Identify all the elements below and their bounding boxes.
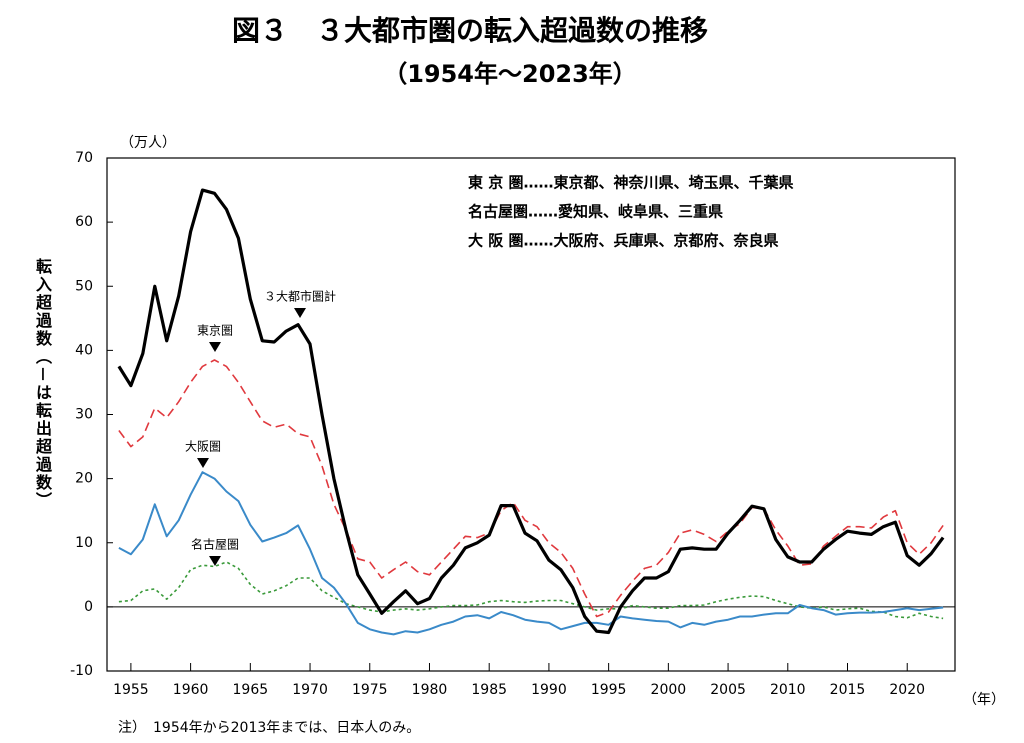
annotation-arrow — [209, 556, 221, 566]
series-line — [118, 471, 944, 636]
definition: 大 阪 圏……大阪府、兵庫県、京都府、奈良県 — [468, 232, 778, 250]
annotation-arrow — [294, 308, 306, 318]
y-tick-label: 50 — [75, 278, 93, 294]
y-tick-label: 10 — [75, 535, 93, 551]
series-annotation: 東京圏 — [197, 324, 233, 338]
x-tick-label: 1970 — [292, 682, 328, 698]
x-tick-label: 2020 — [889, 682, 925, 698]
annotation-arrow — [197, 458, 209, 468]
x-tick-label: 2000 — [651, 682, 687, 698]
x-tick-label: 1980 — [412, 682, 448, 698]
x-tick-label: 1955 — [113, 682, 149, 698]
x-tick-label: 1995 — [591, 682, 627, 698]
series-line — [118, 359, 944, 618]
series-annotation: ３大都市圏計 — [264, 289, 336, 304]
x-tick-label: 1985 — [471, 682, 507, 698]
note: 注） 1954年から2013年までは、日本人のみ。 — [118, 720, 420, 736]
x-tick-label: 1975 — [352, 682, 388, 698]
y-tick-label: 40 — [75, 342, 93, 358]
chart-subtitle: （1954年～2023年） — [383, 60, 637, 88]
series-annotation: 大阪圏 — [185, 440, 221, 454]
y-tick-label: 30 — [75, 407, 93, 423]
x-tick-label: 2010 — [770, 682, 806, 698]
x-unit: （年） — [963, 692, 1005, 708]
x-tick-label: 2015 — [830, 682, 866, 698]
y-tick-label: -10 — [70, 663, 93, 679]
x-tick-label: 1990 — [531, 682, 567, 698]
annotation-arrow — [209, 342, 221, 352]
x-tick-label: 2005 — [710, 682, 746, 698]
series-annotation: 名古屋圏 — [191, 537, 239, 552]
series-line — [118, 561, 944, 620]
definition: 名古屋圏……愛知県、岐阜県、三重県 — [468, 203, 723, 221]
series-line — [117, 188, 945, 635]
y-tick-label: 70 — [75, 150, 93, 166]
y-tick-label: 60 — [75, 214, 93, 230]
chart-title: 図３ ３大都市圏の転入超過数の推移 — [232, 14, 708, 47]
x-tick-label: 1965 — [233, 682, 269, 698]
y-tick-label: 20 — [75, 471, 93, 487]
definition: 東 京 圏……東京都、神奈川県、埼玉県、千葉県 — [468, 174, 793, 192]
y-unit: （万人） — [120, 135, 176, 151]
y-axis-label: 転入超過数（－は転出超過数） — [33, 258, 52, 511]
x-tick-label: 1960 — [173, 682, 209, 698]
y-tick-label: 0 — [84, 599, 93, 615]
